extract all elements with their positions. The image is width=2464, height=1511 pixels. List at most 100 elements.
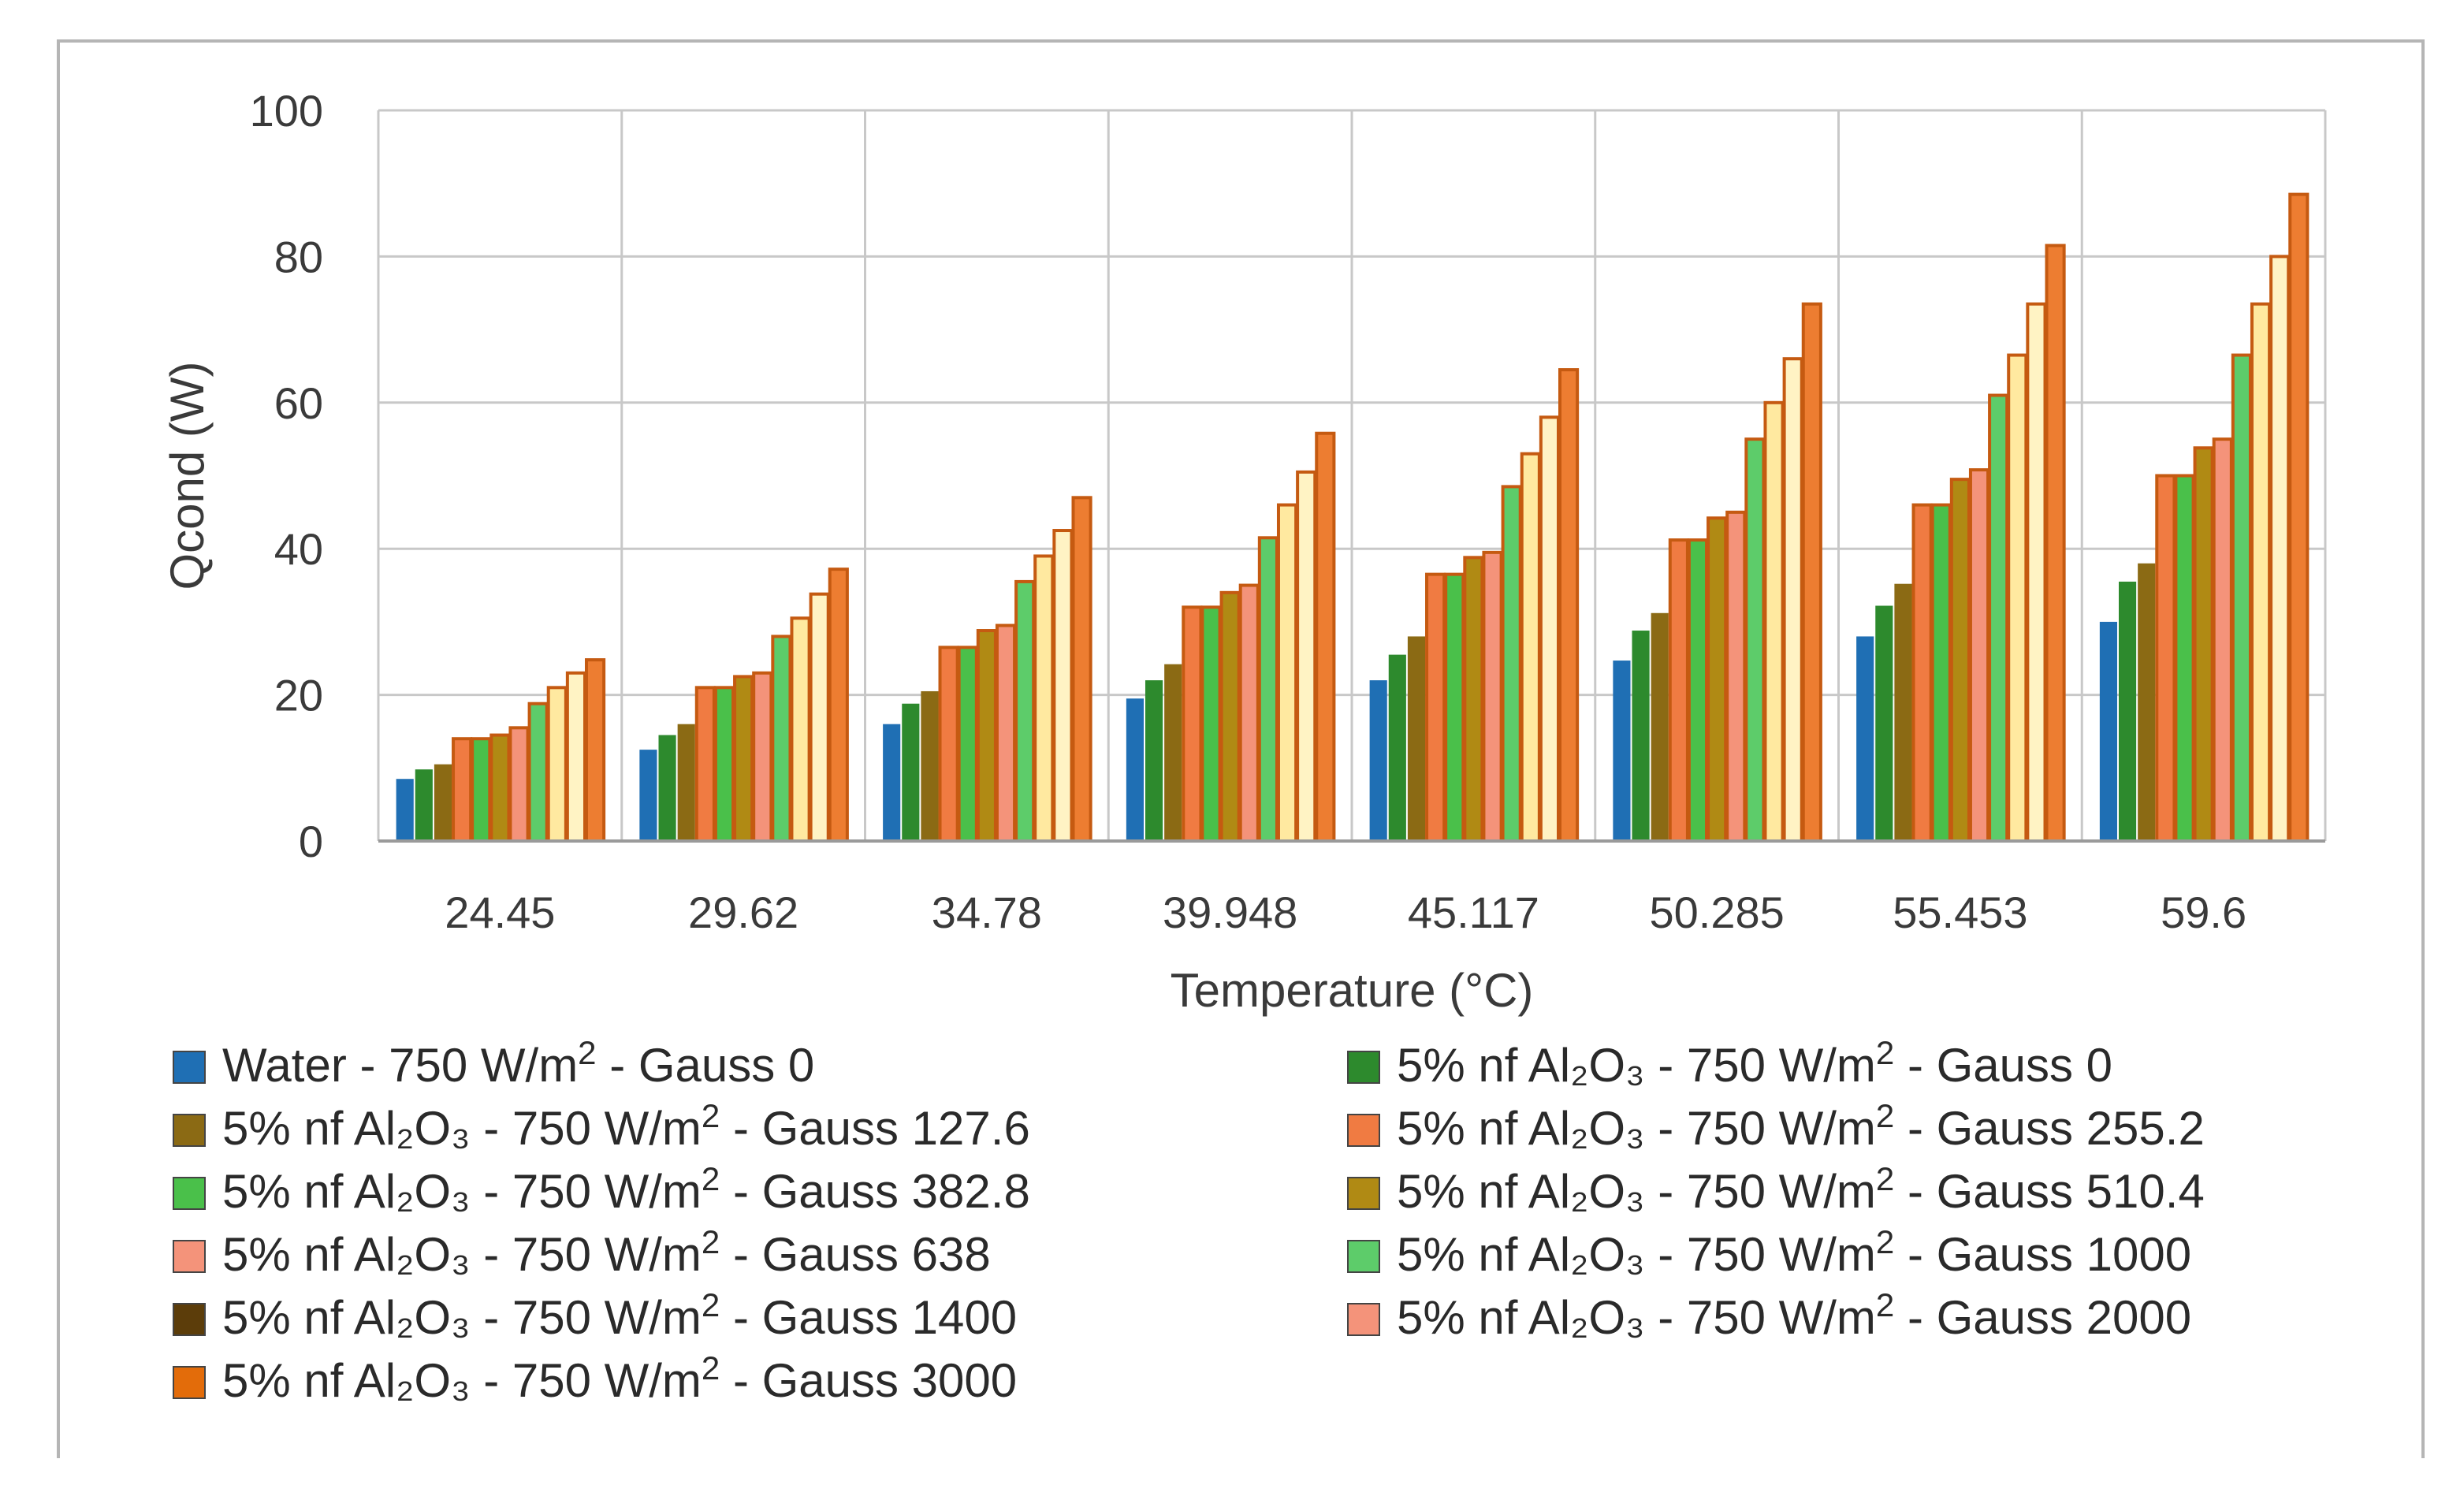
bar xyxy=(995,623,1017,843)
legend-label-text: Water - 750 W/m xyxy=(222,1039,578,1092)
bar xyxy=(1687,538,1709,843)
bar xyxy=(1520,452,1541,843)
bar xyxy=(1407,636,1426,841)
legend-item: 5% nf Al₂O₃ - 750 W/m2 - Gauss 2000 xyxy=(1347,1286,2191,1344)
bar xyxy=(771,635,792,843)
bar xyxy=(1613,661,1631,841)
legend-label-superscript: 2 xyxy=(702,1160,720,1197)
bar xyxy=(2174,474,2195,843)
bar xyxy=(938,646,959,843)
x-tick-label: 45.117 xyxy=(1408,888,1539,937)
x-tick-label: 24.45 xyxy=(445,888,555,937)
bar xyxy=(1182,605,1203,843)
bar xyxy=(489,733,511,843)
legend-item: 5% nf Al₂O₃ - 750 W/m2 - Gauss 3000 xyxy=(173,1349,1017,1407)
legend-label-superscript: 2 xyxy=(702,1223,720,1260)
legend-label: Water - 750 W/m2 - Gauss 0 xyxy=(222,1034,814,1092)
bar xyxy=(2099,621,2118,841)
bar xyxy=(396,779,414,841)
bar xyxy=(1388,654,1406,841)
bar xyxy=(1911,503,1933,843)
legend-label-tail: - Gauss 255.2 xyxy=(1894,1102,2205,1155)
legend-swatch xyxy=(1347,1051,1380,1084)
bar xyxy=(2045,244,2066,843)
bar xyxy=(639,750,657,841)
legend-label-tail: - Gauss 638 xyxy=(720,1228,991,1281)
legend-label: 5% nf Al₂O₃ - 750 W/m2 - Gauss 127.6 xyxy=(222,1097,1030,1155)
bar xyxy=(2250,302,2272,843)
legend-swatch xyxy=(1347,1177,1380,1210)
y-tick-label: 40 xyxy=(274,524,323,574)
legend-item: 5% nf Al₂O₃ - 750 W/m2 - Gauss 1000 xyxy=(1347,1223,2191,1281)
legend-swatch xyxy=(1347,1240,1380,1273)
bar xyxy=(1425,572,1446,843)
bar xyxy=(1763,400,1785,843)
legend-item: 5% nf Al₂O₃ - 750 W/m2 - Gauss 127.6 xyxy=(173,1097,1030,1155)
bar xyxy=(1071,496,1092,843)
bar xyxy=(1033,554,1055,843)
legend-item: 5% nf Al₂O₃ - 750 W/m2 - Gauss 255.2 xyxy=(1347,1097,2205,1155)
bar xyxy=(2193,446,2214,843)
legend-label-tail: - Gauss 127.6 xyxy=(720,1102,1030,1155)
bar xyxy=(1276,503,1298,843)
y-tick-label: 80 xyxy=(274,232,323,281)
legend-label: 5% nf Al₂O₃ - 750 W/m2 - Gauss 3000 xyxy=(222,1349,1017,1407)
legend-swatch xyxy=(173,1051,206,1084)
legend-label-text: 5% nf Al₂O₃ - 750 W/m xyxy=(1397,1291,1876,1344)
legend-swatch xyxy=(173,1303,206,1336)
bar xyxy=(658,735,676,841)
legend-label-text: 5% nf Al₂O₃ - 750 W/m xyxy=(222,1291,702,1344)
bar xyxy=(1744,437,1766,843)
legend-label-tail: - Gauss 2000 xyxy=(1894,1291,2191,1344)
bar xyxy=(2138,563,2156,841)
legend-swatch xyxy=(1347,1303,1380,1336)
bar xyxy=(1257,536,1279,843)
bar xyxy=(957,646,978,843)
bar xyxy=(1444,572,1465,843)
bar xyxy=(809,592,830,843)
bar xyxy=(1558,368,1580,843)
y-tick-label: 0 xyxy=(299,817,323,866)
bar xyxy=(1782,357,1803,843)
legend-label: 5% nf Al₂O₃ - 750 W/m2 - Gauss 1400 xyxy=(222,1286,1017,1344)
legend-swatch xyxy=(1347,1114,1380,1147)
legend-label: 5% nf Al₂O₃ - 750 W/m2 - Gauss 1000 xyxy=(1397,1223,2191,1281)
bar xyxy=(2119,581,2137,841)
bar xyxy=(565,671,586,843)
bar xyxy=(921,690,939,841)
bar xyxy=(790,616,811,843)
x-tick-label: 34.78 xyxy=(932,888,1042,937)
bar xyxy=(1052,529,1074,843)
x-tick-label: 55.453 xyxy=(1893,888,2027,937)
y-tick-label: 60 xyxy=(274,378,323,428)
legend-item: 5% nf Al₂O₃ - 750 W/m2 - Gauss 0 xyxy=(1347,1034,2112,1092)
bar xyxy=(677,724,695,841)
bar xyxy=(2026,302,2047,843)
legend-label: 5% nf Al₂O₃ - 750 W/m2 - Gauss 510.4 xyxy=(1397,1160,2205,1218)
bar xyxy=(1668,538,1689,843)
legend: Water - 750 W/m2 - Gauss 0 5% nf Al₂O₃ - … xyxy=(173,1034,2205,1407)
y-tick-label: 20 xyxy=(274,671,323,720)
legend-item: 5% nf Al₂O₃ - 750 W/m2 - Gauss 382.8 xyxy=(173,1160,1030,1218)
bar xyxy=(1369,680,1387,841)
legend-label-superscript: 2 xyxy=(702,1097,720,1134)
bar xyxy=(434,764,452,841)
bar xyxy=(1501,485,1522,843)
legend-label-tail: - Gauss 3000 xyxy=(720,1354,1017,1407)
bar xyxy=(452,737,473,843)
bar xyxy=(2231,353,2252,843)
bar xyxy=(1219,590,1241,843)
bar xyxy=(1801,302,1822,843)
bar xyxy=(471,737,492,843)
bar xyxy=(828,568,849,843)
y-axis-title: Qcond (W) xyxy=(161,361,214,590)
bar xyxy=(527,702,549,843)
bar xyxy=(752,671,773,843)
x-axis-title: Temperature (°C) xyxy=(1171,964,1534,1017)
x-tick-label: 29.62 xyxy=(688,888,798,937)
bar xyxy=(902,703,920,841)
bar xyxy=(1539,415,1560,843)
bar xyxy=(1894,583,1912,841)
bar xyxy=(1856,636,1874,841)
bar xyxy=(1482,550,1503,843)
